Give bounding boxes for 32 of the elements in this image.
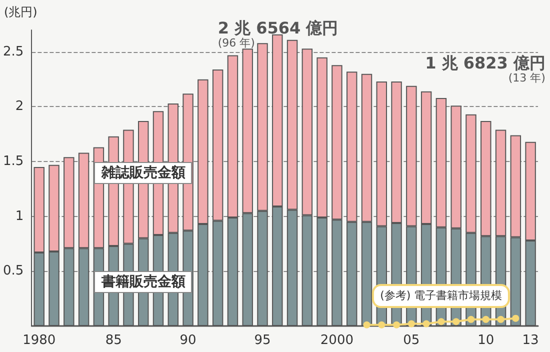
point [393,321,400,328]
point [497,316,504,323]
point [422,320,430,328]
point [363,321,370,328]
y-tick-label: 0.5 [2,264,24,279]
annotation: (13 年) [508,72,546,85]
x-tick-label: 2000 [320,333,354,348]
series-label: 書籍販売金額 [94,271,192,294]
point [512,314,520,322]
point [438,318,445,326]
y-tick-label: 2 [15,99,24,114]
point [452,318,460,326]
annotation: 2 兆 6564 億円 [218,18,338,38]
annotation: (96 年) [218,36,255,50]
y-axis-title: (兆円) [4,5,38,19]
x-tick-label: 85 [105,333,122,348]
point [378,321,386,328]
series-label: 雑誌販売金額 [94,162,192,184]
x-tick-label: 1980 [22,333,56,348]
x-tick-label: 05 [403,333,420,348]
point [467,316,474,323]
series-label: (参考) 電子書籍市場規模 [372,284,510,308]
point [482,316,490,323]
x-tick-label: 13 [522,333,539,348]
x-tick-label: 95 [254,333,271,348]
annotation: 1 兆 6823 億円 [425,53,546,72]
y-tick-label: 1 [15,208,24,224]
y-tick-label: 2.5 [2,44,24,60]
x-tick-label: 10 [478,333,494,348]
y-tick-label: 1.5 [2,154,24,170]
x-tick-label: 90 [180,333,196,348]
point [408,320,415,328]
